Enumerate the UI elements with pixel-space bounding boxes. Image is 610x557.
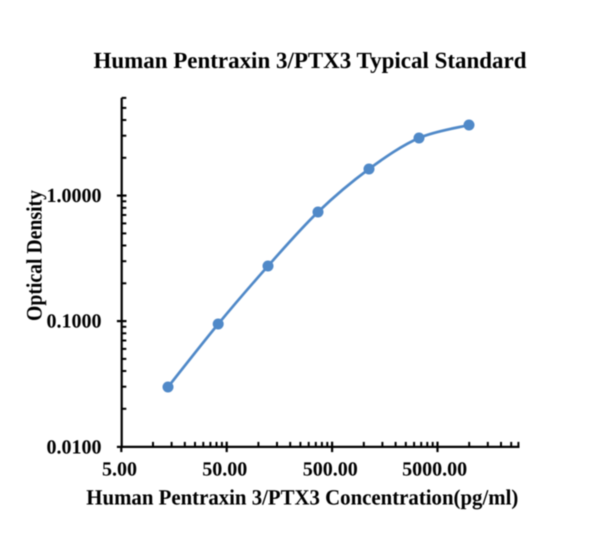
svg-text:5000.00: 5000.00 [402, 458, 467, 480]
svg-text:5.00: 5.00 [102, 458, 137, 480]
svg-text:0.0100: 0.0100 [47, 437, 102, 459]
svg-text:Human Pentraxin 3/PTX3 Typical: Human Pentraxin 3/PTX3 Typical Standard [94, 48, 527, 74]
svg-text:0.1000: 0.1000 [47, 311, 102, 333]
svg-text:500.00: 500.00 [303, 458, 358, 480]
svg-text:1.0000: 1.0000 [47, 185, 102, 207]
svg-text:Human Pentraxin 3/PTX3 Concent: Human Pentraxin 3/PTX3 Concentration(pg/… [86, 486, 518, 510]
svg-text:Optical Density: Optical Density [22, 190, 47, 321]
svg-text:50.00: 50.00 [202, 458, 247, 480]
